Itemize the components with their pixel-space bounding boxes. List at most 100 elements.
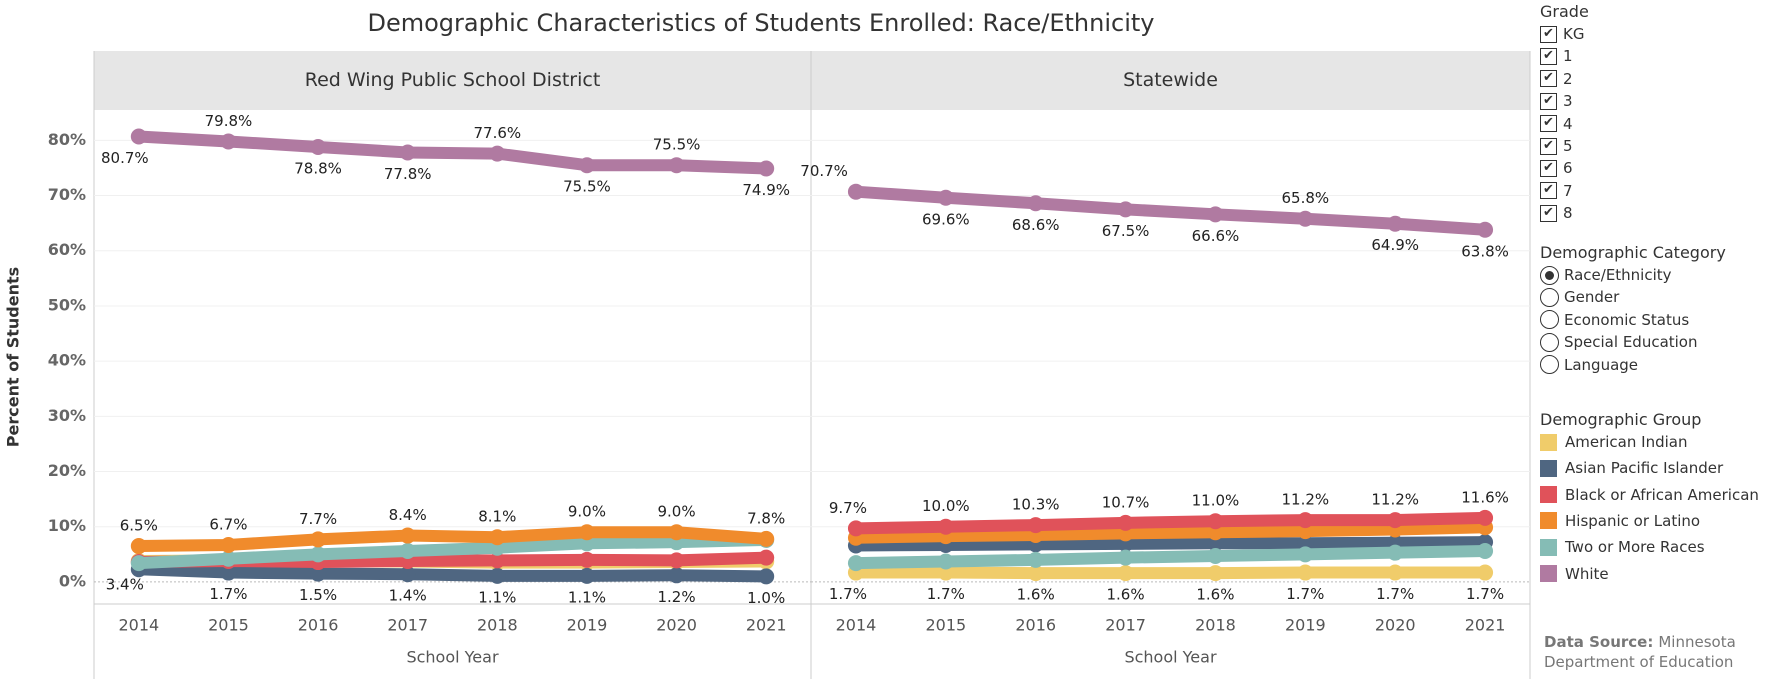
data-point	[310, 565, 327, 582]
legend-label: White	[1565, 564, 1609, 583]
series-line	[138, 533, 767, 570]
data-point	[847, 183, 864, 200]
option-label[interactable]: 1	[1563, 47, 1573, 66]
filter-title: Grade	[1540, 2, 1589, 21]
data-point	[937, 189, 954, 206]
data-label: 79.8%	[205, 112, 253, 130]
option-label[interactable]: 2	[1563, 69, 1573, 88]
option-label[interactable]: 3	[1563, 92, 1573, 111]
data-point	[578, 524, 595, 541]
option-label[interactable]: Language	[1564, 355, 1639, 374]
data-point	[130, 128, 147, 145]
data-point	[758, 160, 775, 177]
x-tick-label: 2017	[1105, 616, 1146, 635]
y-tick-label: 80%	[48, 130, 86, 149]
y-tick-label: 10%	[48, 516, 86, 535]
data-point	[847, 520, 864, 537]
grade-option[interactable]: ✔ KG	[1540, 23, 1584, 45]
option-label[interactable]: 5	[1563, 137, 1573, 155]
legend-swatch	[1540, 433, 1557, 451]
grade-option[interactable]: ✔ 3	[1540, 90, 1573, 112]
source-label: Data Source:	[1544, 633, 1654, 651]
data-point	[1117, 549, 1134, 566]
y-tick-label: 50%	[48, 295, 86, 314]
category-option[interactable]: Special Education	[1540, 331, 1698, 353]
legend-label: Black or African American	[1565, 485, 1759, 504]
panel-title: Red Wing Public School District	[305, 69, 601, 91]
data-label: 1.6%	[1017, 586, 1055, 604]
data-point	[1387, 215, 1404, 232]
series-line	[138, 130, 767, 175]
data-point	[668, 567, 685, 584]
legend-entry: Black or African American	[1540, 484, 1759, 506]
legend-label: Hispanic or Latino	[1565, 511, 1701, 530]
data-point	[1117, 201, 1134, 218]
data-point	[310, 531, 327, 548]
data-label: 9.0%	[568, 503, 606, 521]
data-point	[578, 551, 595, 568]
sidebar: Grade ✔ KG ✔ 1 ✔ 2 ✔ 3 ✔ 4 ✔ 5 ✔ 6 ✔ 7 ✔ 8 Demographic Cate…	[1538, 0, 1777, 679]
option-label[interactable]: Special Education	[1564, 333, 1698, 352]
data-label: 1.6%	[1196, 586, 1234, 604]
data-label: 1.5%	[299, 586, 337, 604]
x-tick-label: 2020	[1375, 616, 1416, 635]
data-point	[1477, 564, 1494, 581]
panel-title: Statewide	[1123, 69, 1218, 91]
data-label: 1.7%	[927, 585, 965, 603]
option-label[interactable]: Race/Ethnicity	[1564, 266, 1672, 284]
data-label: 6.5%	[120, 517, 158, 535]
legend-entry: White	[1540, 563, 1609, 585]
checkbox: ✔	[1540, 25, 1557, 43]
data-label: 67.5%	[1102, 222, 1150, 240]
data-point	[489, 529, 506, 546]
y-tick-label: 40%	[48, 351, 86, 370]
y-tick-label: 70%	[48, 185, 86, 204]
data-point	[847, 555, 864, 572]
data-label: 77.8%	[384, 165, 432, 183]
data-label: 1.4%	[389, 587, 427, 605]
data-point	[1477, 221, 1494, 238]
data-point	[578, 567, 595, 584]
grade-option[interactable]: ✔ 6	[1540, 157, 1573, 179]
grade-option[interactable]: ✔ 8	[1540, 202, 1573, 224]
category-option[interactable]: Race/Ethnicity	[1540, 264, 1672, 286]
checkbox: ✔	[1540, 92, 1557, 110]
legend-swatch	[1540, 565, 1557, 582]
data-label: 63.8%	[1461, 242, 1509, 260]
data-point	[220, 550, 237, 567]
grade-option[interactable]: ✔ 5	[1540, 135, 1573, 157]
category-option[interactable]: Gender	[1540, 286, 1619, 308]
data-point	[399, 543, 416, 560]
grade-option[interactable]: ✔ 7	[1540, 180, 1573, 202]
data-label: 9.0%	[658, 503, 696, 521]
data-label: 68.6%	[1012, 216, 1060, 234]
data-label: 11.6%	[1461, 488, 1509, 506]
option-label[interactable]: 6	[1563, 159, 1573, 178]
data-point	[1027, 517, 1044, 534]
option-label[interactable]: 4	[1563, 114, 1573, 133]
data-point	[1297, 564, 1314, 581]
x-tick-label: 2021	[1465, 616, 1506, 635]
data-point	[1297, 523, 1314, 540]
grade-option[interactable]: ✔ 2	[1540, 68, 1573, 90]
data-point	[1297, 512, 1314, 529]
grade-option[interactable]: ✔ 4	[1540, 113, 1573, 135]
option-label[interactable]: 7	[1563, 181, 1573, 200]
option-label[interactable]: Gender	[1564, 288, 1620, 307]
option-label[interactable]: 8	[1563, 204, 1573, 223]
category-option[interactable]: Economic Status	[1540, 309, 1689, 331]
series-line	[855, 521, 1486, 544]
y-tick-label: 0%	[59, 571, 86, 590]
option-label[interactable]: KG	[1563, 25, 1585, 43]
data-point	[937, 518, 954, 535]
data-label: 10.7%	[1102, 493, 1150, 511]
data-point	[1117, 565, 1134, 582]
data-point	[220, 536, 237, 553]
option-label[interactable]: Economic Status	[1564, 310, 1690, 329]
data-point	[1297, 535, 1314, 552]
series-line	[855, 545, 1486, 570]
grade-option[interactable]: ✔ 1	[1540, 45, 1573, 67]
category-option[interactable]: Language	[1540, 354, 1638, 376]
data-point	[758, 530, 775, 547]
